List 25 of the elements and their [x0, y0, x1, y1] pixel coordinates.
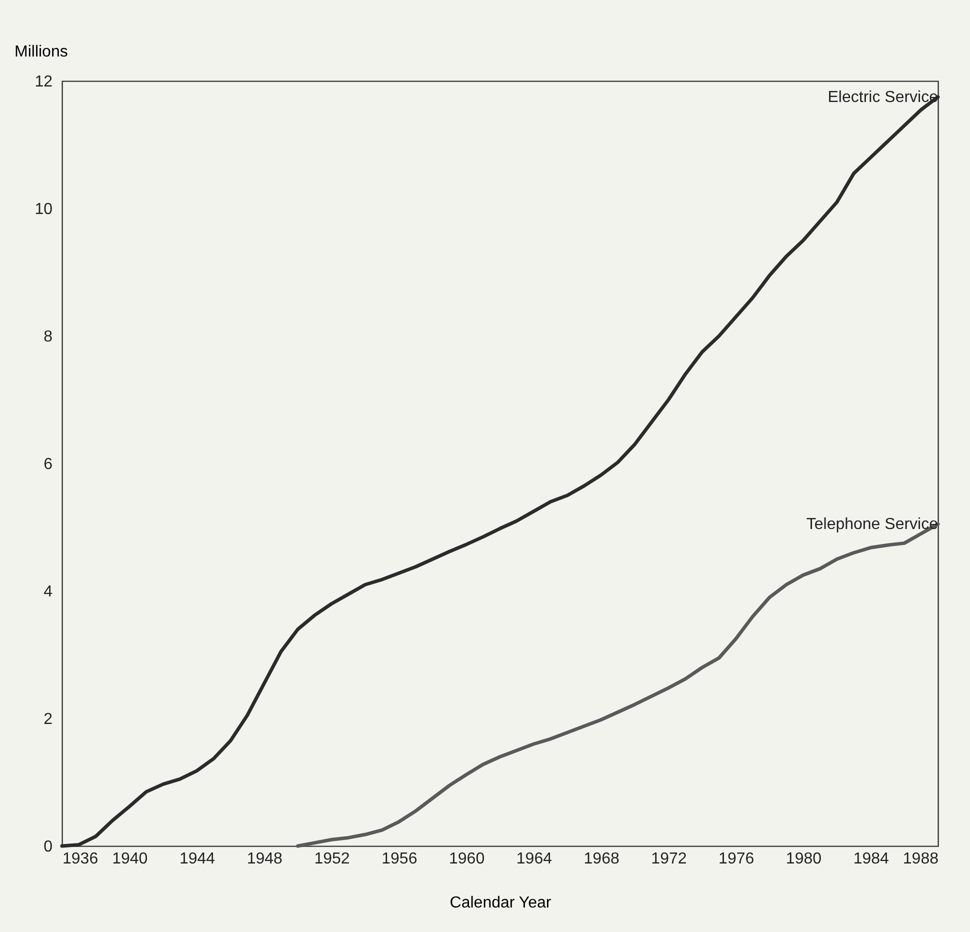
x-tick-label: 1988: [902, 850, 939, 868]
x-tick-label: 1972: [651, 850, 687, 868]
series-label: Electric Service: [828, 88, 938, 106]
x-tick-label: 1976: [718, 850, 754, 868]
x-tick-label: 1948: [246, 850, 283, 868]
y-tick-label: 8: [44, 328, 53, 346]
y-tick-label: 6: [44, 456, 53, 473]
y-tick-label: 4: [44, 584, 53, 600]
x-tick-label: 1968: [584, 850, 620, 868]
x-tick-label: 1940: [112, 850, 148, 868]
x-axis-title: Calendar Year: [450, 894, 552, 912]
x-tick-label: 1960: [449, 850, 485, 868]
x-tick-label: 1944: [179, 850, 216, 868]
x-tick-label: 1952: [314, 850, 350, 868]
y-tick-label: 2: [44, 711, 53, 728]
y-axis-title: Millions: [14, 44, 68, 60]
x-tick-label: 1984: [853, 850, 890, 868]
y-tick-label: 10: [34, 201, 53, 218]
x-tick-label: 1956: [382, 850, 418, 868]
series-label: Telephone Service: [806, 516, 938, 534]
x-tick-label: 1980: [786, 850, 822, 868]
x-tick-label: 1936: [62, 850, 98, 868]
x-tick-label: 1964: [516, 850, 552, 868]
y-tick-label: 0: [44, 838, 53, 856]
y-tick-label: 12: [34, 74, 53, 90]
